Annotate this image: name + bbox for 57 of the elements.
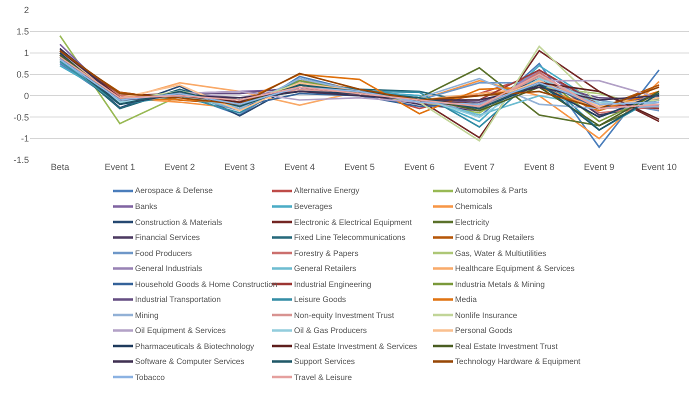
legend-label: Technology Hardware & Equipment (455, 357, 582, 366)
legend-label: Nonlife Insurance (455, 311, 518, 320)
legend-label: Oil Equipment & Services (135, 326, 226, 335)
legend-label: Real Estate Investment & Services (294, 342, 418, 351)
legend-label: Non-equity Investment Trust (294, 311, 395, 320)
y-tick-label: 0 (24, 90, 29, 101)
legend-label: Chemicals (455, 202, 492, 211)
x-tick-label: Event 2 (164, 162, 196, 172)
legend-label: Fixed Line Telecommunications (294, 233, 406, 242)
legend-label: Real Estate Investment Trust (455, 342, 558, 351)
legend-label: Automobiles & Parts (455, 186, 528, 195)
x-tick-label: Event 3 (224, 162, 255, 172)
x-tick-label: Event 5 (344, 162, 375, 172)
legend-label: Electricity (455, 218, 490, 227)
legend-label: Industrial Engineering (294, 280, 372, 289)
legend-label: Electronic & Electrical Equipment (294, 218, 413, 227)
x-tick-label: Event 10 (641, 162, 677, 172)
y-tick-label: -1.5 (13, 155, 29, 166)
legend-label: General Industrials (135, 264, 202, 273)
legend-label: Oil & Gas Producers (294, 326, 367, 335)
legend-label: Software & Computer Services (135, 357, 244, 366)
legend-label: Media (455, 295, 478, 304)
x-tick-label: Event 9 (584, 162, 614, 172)
legend-label: Beverages (294, 202, 332, 211)
y-tick-label: -1 (20, 134, 29, 144)
legend-label: Household Goods & Home Construction (135, 280, 278, 289)
y-tick-label: 2 (24, 5, 29, 16)
legend-label: Aerospace & Defense (135, 186, 214, 195)
legend-label: Food Producers (135, 249, 192, 258)
y-tick-label: 0.5 (16, 69, 29, 80)
legend-label: Industria Metals & Mining (455, 280, 545, 289)
legend-label: Personal Goods (455, 326, 512, 335)
x-tick-label: Event 1 (104, 162, 136, 172)
legend-label: Healthcare Equipment & Services (455, 264, 575, 273)
legend-label: Support Services (294, 357, 355, 366)
y-tick-label: 1.5 (16, 26, 29, 37)
legend-label: Gas, Water & Multiutilities (455, 249, 546, 258)
legend-label: Food & Drug Retailers (455, 233, 534, 242)
legend-label: Pharmaceuticals & Biotechnology (135, 342, 254, 351)
legend-label: Travel & Leisure (294, 373, 352, 382)
x-tick-label: Beta (50, 162, 70, 172)
legend-label: Forestry & Papers (294, 249, 358, 258)
legend-label: Construction & Materials (135, 218, 222, 227)
legend-label: Banks (135, 202, 158, 211)
legend-label: Alternative Energy (294, 186, 360, 195)
legend-label: Leisure Goods (294, 295, 346, 304)
legend-label: Industrial Transportation (135, 295, 221, 304)
legend-label: Mining (135, 311, 159, 320)
legend-label: Tobacco (135, 373, 166, 382)
x-tick-label: Event 4 (284, 162, 315, 172)
x-tick-label: Event 6 (404, 162, 435, 172)
legend-label: General Retailers (294, 264, 356, 273)
x-tick-label: Event 7 (464, 162, 495, 172)
x-tick-label: Event 8 (524, 162, 554, 172)
y-tick-label: -0.5 (13, 112, 29, 122)
y-tick-label: 1 (24, 48, 29, 58)
legend-label: Financial Services (135, 233, 200, 242)
